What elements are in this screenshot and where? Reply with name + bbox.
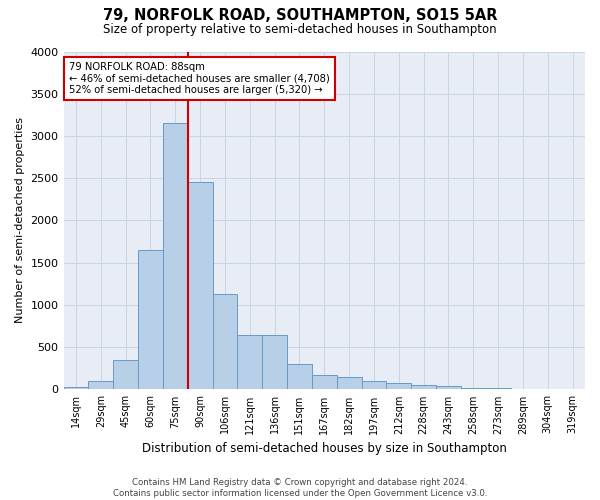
Bar [337, 377, 362, 390]
Bar [386, 383, 411, 390]
Bar [238, 334, 262, 390]
Y-axis label: Number of semi-detached properties: Number of semi-detached properties [15, 118, 25, 324]
Bar [64, 387, 88, 390]
Bar [287, 364, 312, 390]
Text: 79, NORFOLK ROAD, SOUTHAMPTON, SO15 5AR: 79, NORFOLK ROAD, SOUTHAMPTON, SO15 5AR [103, 8, 497, 22]
Bar [262, 336, 287, 390]
Bar [312, 374, 337, 390]
X-axis label: Distribution of semi-detached houses by size in Southampton: Distribution of semi-detached houses by … [142, 442, 507, 455]
Bar [461, 388, 485, 390]
Bar [88, 381, 113, 390]
Bar [212, 294, 238, 390]
Text: 79 NORFOLK ROAD: 88sqm
← 46% of semi-detached houses are smaller (4,708)
52% of : 79 NORFOLK ROAD: 88sqm ← 46% of semi-det… [69, 62, 329, 95]
Text: Size of property relative to semi-detached houses in Southampton: Size of property relative to semi-detach… [103, 22, 497, 36]
Bar [411, 385, 436, 390]
Bar [362, 380, 386, 390]
Text: Contains HM Land Registry data © Crown copyright and database right 2024.
Contai: Contains HM Land Registry data © Crown c… [113, 478, 487, 498]
Bar [485, 388, 511, 390]
Bar [138, 250, 163, 390]
Bar [188, 182, 212, 390]
Bar [113, 360, 138, 390]
Bar [163, 124, 188, 390]
Bar [511, 389, 535, 390]
Bar [436, 386, 461, 390]
